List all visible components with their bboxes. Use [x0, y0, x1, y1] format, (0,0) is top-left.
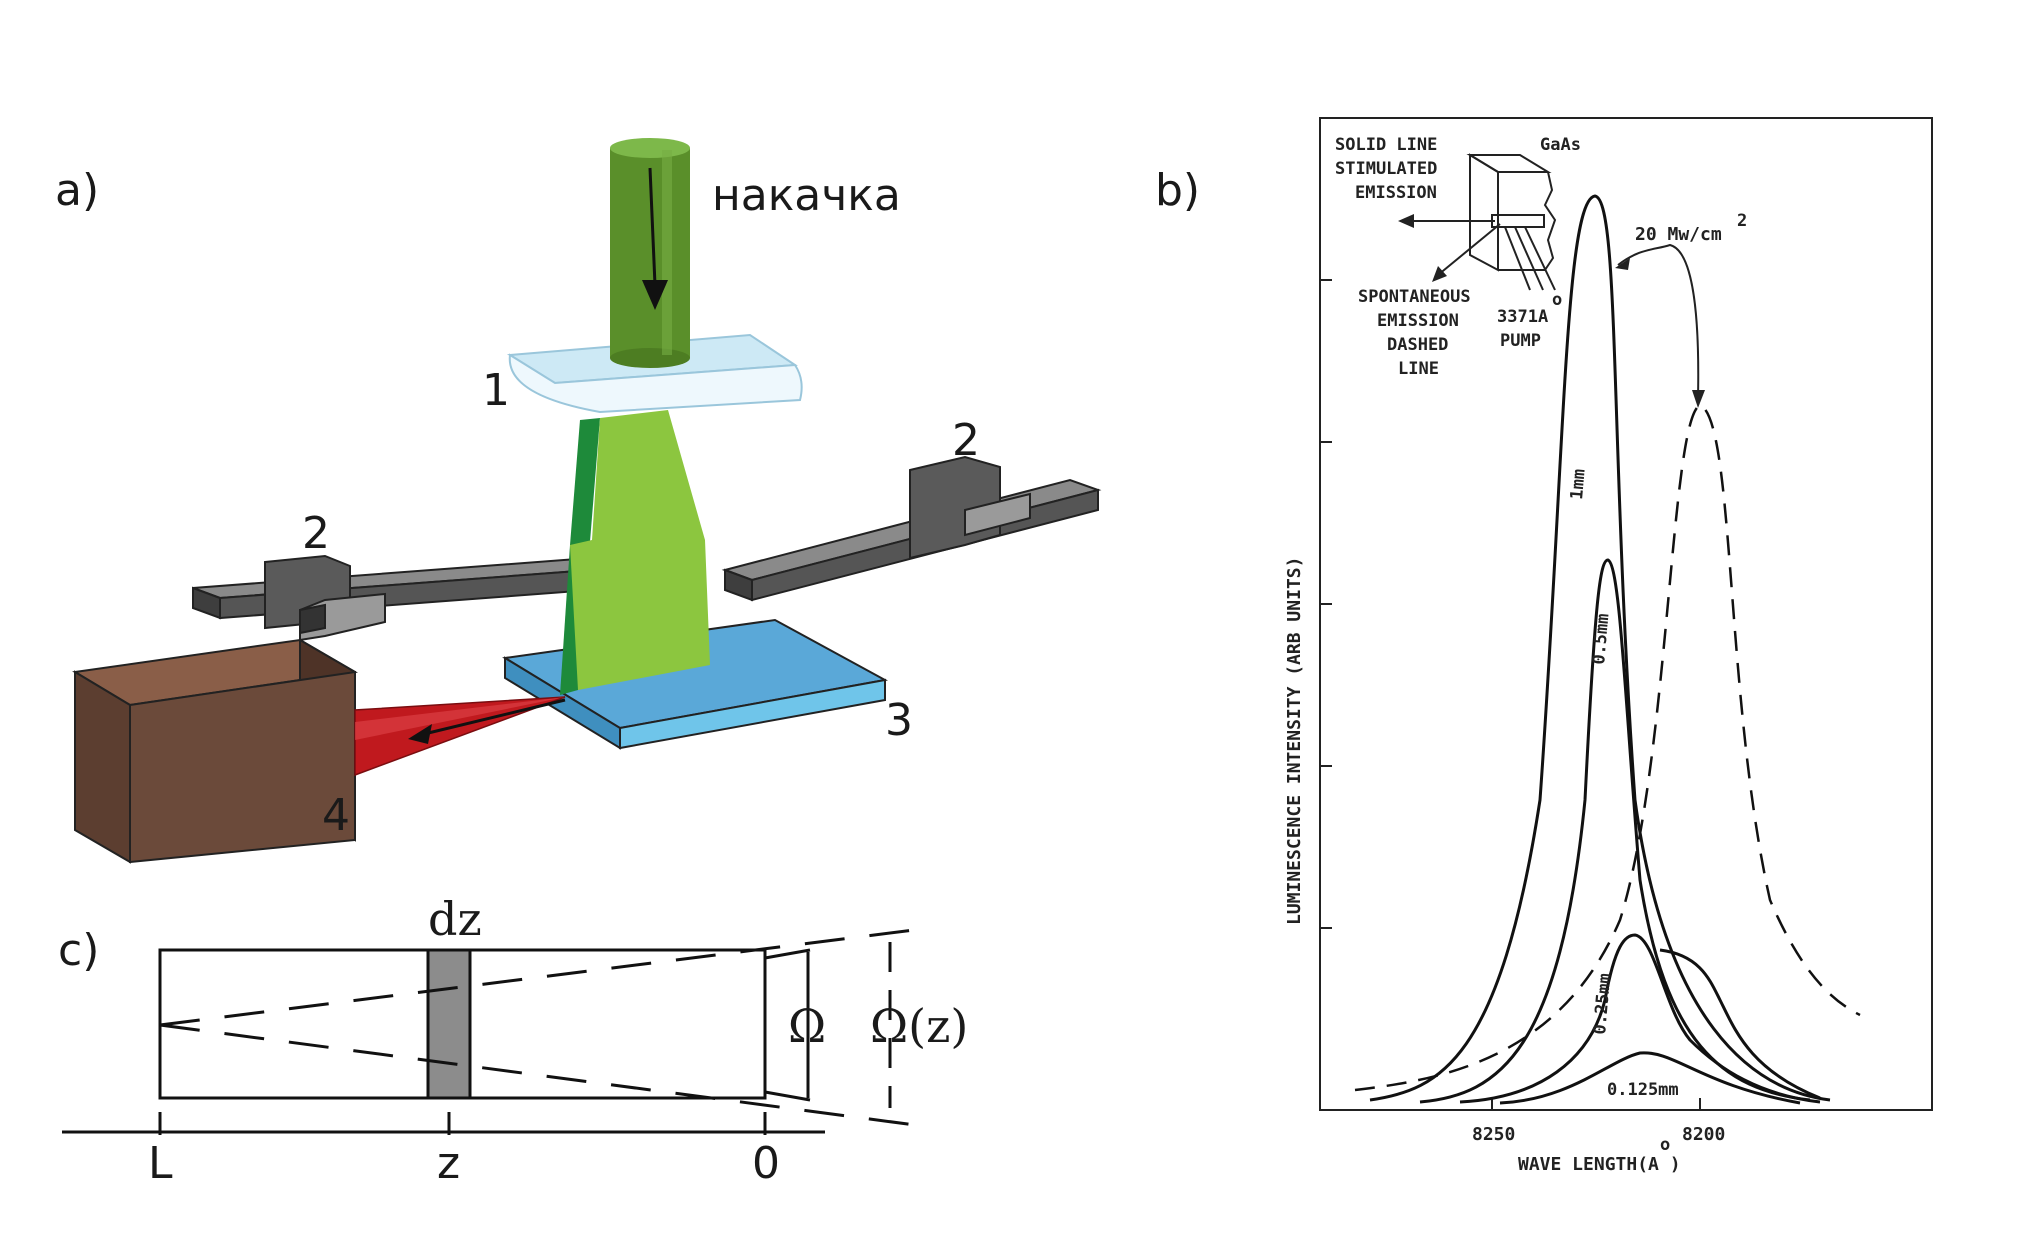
shutter-right — [721, 455, 1102, 602]
light-cone — [560, 410, 710, 695]
curve-0_25mm — [1459, 933, 1821, 1104]
xtick-8200: 8200 — [1682, 1124, 1725, 1145]
curve-1mm — [1369, 194, 1831, 1102]
x-axis-label: WAVE LENGTH(A ) — [1518, 1154, 1681, 1175]
panel-b-label: b) — [1155, 165, 1200, 216]
angstrom-ring-pump: o — [1552, 290, 1562, 310]
legend-solid-line3: EMISSION — [1355, 183, 1437, 203]
panel-a-label: a) — [55, 165, 99, 216]
shutter-left — [192, 554, 619, 642]
curve-shoulder — [1659, 948, 1821, 1100]
x-ticks — [1491, 1098, 1701, 1110]
angstrom-ring: o — [1660, 1135, 1670, 1155]
y-axis-label: LUMINESCENCE INTENSITY (ARB UNITS) — [1284, 557, 1305, 925]
curve-0_5mm — [1419, 558, 1811, 1104]
tick-label-L: L — [148, 1138, 173, 1189]
pump-beam — [610, 138, 690, 368]
plot-frame — [1319, 117, 1933, 1111]
label-detector: 4 — [322, 790, 350, 841]
curve-0_125mm — [1499, 1051, 1801, 1105]
curve-spontaneous — [1354, 403, 1861, 1092]
panel-c: c) dz Ω Ω(z) L z 0 — [58, 892, 968, 1189]
power-arrow — [1617, 243, 1700, 399]
spectral-curves — [1369, 194, 1831, 1105]
pump-label-b: PUMP — [1500, 331, 1541, 351]
curve-label-0_5mm: 0.5mm — [1589, 613, 1613, 666]
label-sample: 3 — [885, 695, 913, 746]
panel-b: b) 8250 8200 WAVE LENGTH(A ) o LUMINESCE… — [1155, 117, 1933, 1175]
legend-solid-line1: SOLID LINE — [1335, 135, 1437, 155]
label-lens: 1 — [482, 365, 510, 416]
label-shutter-right: 2 — [952, 415, 980, 466]
legend-dashed-line2: EMISSION — [1377, 311, 1459, 331]
xtick-8250: 8250 — [1472, 1124, 1515, 1145]
panel-c-label: c) — [58, 925, 99, 976]
tick-label-z: z — [437, 1138, 460, 1189]
curve-label-1mm: 1mm — [1567, 468, 1590, 500]
label-shutter-left: 2 — [302, 508, 330, 559]
power-superscript: 2 — [1737, 211, 1747, 231]
dz-slice — [426, 948, 472, 1100]
legend-dashed-line4: LINE — [1398, 359, 1439, 379]
legend-dashed-line1: SPONTANEOUS — [1358, 287, 1471, 307]
material-label: GaAs — [1540, 135, 1581, 155]
omega-label: Ω — [788, 999, 826, 1053]
legend-solid-line2: STIMULATED — [1335, 159, 1437, 179]
detector-box — [72, 638, 358, 864]
gaas-sample-sketch — [1410, 153, 1557, 291]
emission-cone — [354, 696, 566, 777]
legend-dashed-line3: DASHED — [1387, 335, 1448, 355]
emission-arrow — [419, 698, 566, 737]
curve-label-0_125mm: 0.125mm — [1607, 1080, 1679, 1100]
panel-a: a) — [55, 138, 1102, 864]
tick-label-0: 0 — [752, 1138, 780, 1189]
power-label: 20 Mw/cm — [1635, 224, 1722, 245]
y-ticks — [1320, 279, 1332, 929]
pump-wavelength-label: 3371A — [1497, 307, 1548, 327]
pump-label: накачка — [712, 170, 901, 221]
dz-label: dz — [428, 892, 482, 946]
pump-arrow — [648, 167, 657, 286]
curve-label-0_25mm: 0.25mm — [1590, 973, 1615, 1036]
omega-z-label: Ω(z) — [870, 999, 968, 1053]
